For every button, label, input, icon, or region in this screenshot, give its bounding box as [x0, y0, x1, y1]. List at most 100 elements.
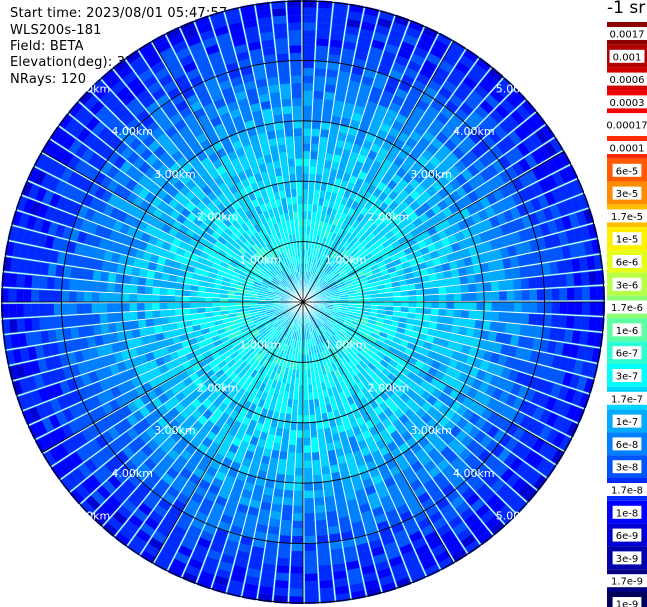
ray-separator	[302, 1, 334, 303]
ray-gate	[280, 443, 289, 453]
ray-gate	[252, 243, 260, 252]
ray-gate	[333, 234, 341, 243]
ray-gate	[279, 190, 286, 199]
ray-gate	[401, 125, 413, 137]
ray-gate	[129, 56, 145, 70]
ray-gate	[159, 288, 168, 295]
ray-gate	[408, 356, 418, 366]
ray-gate	[459, 55, 475, 69]
ray-gate	[351, 277, 360, 283]
ray-gate	[171, 558, 187, 571]
ray-gate	[551, 154, 565, 170]
ray-gate	[312, 322, 317, 330]
ray-gate	[129, 311, 138, 321]
ray-gate	[427, 79, 442, 93]
ray-gate	[474, 417, 487, 430]
ray-gate	[222, 208, 232, 218]
ray-gate	[217, 446, 228, 457]
ray-gate	[303, 369, 307, 378]
ray-gate	[334, 343, 342, 351]
ray-gate	[461, 168, 474, 181]
ray-gate	[244, 332, 253, 340]
ray-gate	[504, 323, 514, 334]
ray-gate	[259, 585, 274, 595]
ray-gate	[258, 308, 267, 312]
ray-gate	[437, 428, 449, 440]
ray-gate	[234, 268, 243, 275]
ray-gate	[314, 368, 319, 377]
ray-gate	[528, 313, 537, 325]
ray-gate	[345, 253, 354, 262]
ray-gate	[423, 86, 438, 99]
ray-gate	[164, 157, 176, 169]
ray-gate	[215, 418, 225, 429]
ray-gate	[459, 122, 473, 136]
ray-gate	[331, 362, 338, 371]
ray-gate	[183, 61, 197, 74]
ray-gate	[330, 233, 337, 242]
ray-gate	[197, 340, 207, 349]
ray-gate	[393, 205, 404, 216]
ray-gate	[312, 330, 317, 338]
ray-gate	[515, 461, 529, 477]
ray-gate	[282, 260, 288, 269]
ray-gate	[382, 323, 391, 330]
ray-gate	[524, 185, 537, 199]
ray-gate	[117, 383, 129, 395]
range-label: 5.00km	[496, 510, 538, 523]
ray-gate	[423, 295, 432, 302]
ray-gate	[227, 381, 237, 391]
ray-gate	[436, 131, 449, 144]
ray-gate	[357, 187, 367, 197]
ray-gate	[496, 212, 507, 225]
ray-gate	[237, 397, 247, 407]
ray-gate	[307, 203, 313, 212]
ray-gate	[168, 531, 184, 545]
ray-gate	[94, 84, 110, 100]
ray-gate	[377, 181, 387, 192]
ray-gate	[132, 183, 144, 196]
ray-gate	[489, 88, 505, 104]
ray-gate	[310, 346, 314, 355]
ray-gate	[376, 244, 385, 253]
ray-gate	[410, 570, 426, 584]
ray-gate	[284, 287, 292, 294]
ray-gate	[135, 346, 146, 356]
ray-gate	[421, 149, 434, 161]
ray-gate	[304, 535, 316, 544]
ray-gate	[440, 446, 453, 459]
ray-gate	[163, 424, 175, 436]
ray-gate	[589, 302, 598, 316]
ray-gate	[290, 67, 302, 76]
ray-gate	[461, 302, 470, 310]
ray-gate	[329, 327, 337, 334]
ray-gate	[283, 367, 289, 376]
ray-gate	[483, 292, 492, 301]
ray-gate	[280, 83, 291, 92]
ray-gate	[166, 344, 177, 354]
ray-gate	[34, 420, 48, 436]
ray-gate	[396, 269, 405, 276]
ray-gate	[207, 211, 217, 222]
ray-gate	[306, 362, 311, 370]
ray-gate	[127, 541, 143, 556]
ray-gate	[394, 332, 404, 340]
ray-gate	[376, 104, 388, 116]
ray-gate	[164, 258, 174, 267]
ray-gate	[345, 428, 355, 439]
ray-gate	[317, 549, 330, 559]
ray-gate	[468, 246, 478, 256]
ray-gate	[259, 462, 269, 472]
ray-separator	[210, 301, 304, 590]
ray-gate	[486, 164, 499, 178]
ray-gate	[152, 318, 162, 326]
ray-gate	[254, 371, 262, 381]
ray-gate	[486, 362, 497, 374]
ray-gate	[290, 573, 303, 582]
ray-gate	[109, 262, 119, 273]
ray-gate	[424, 357, 435, 367]
ray-gate	[495, 259, 505, 270]
ray-gate	[439, 255, 449, 264]
ray-gate	[107, 151, 121, 165]
